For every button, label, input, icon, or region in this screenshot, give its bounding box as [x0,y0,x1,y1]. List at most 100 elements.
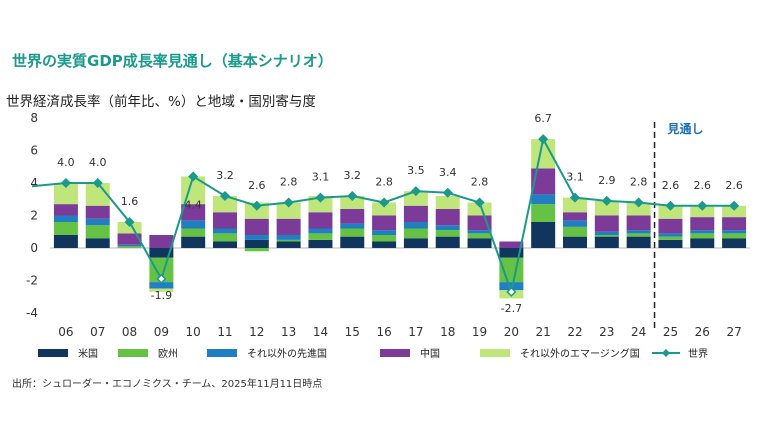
bar-segment [181,228,206,237]
bar-segment [276,239,301,242]
world-point [283,197,294,208]
x-tick-label: 10 [186,325,201,339]
bar-segment [435,209,460,226]
legend-swatch [118,349,148,357]
bar-segment [340,196,365,209]
bar-segment [435,230,460,237]
bar-segment [149,235,174,248]
x-tick-label: 08 [122,325,137,339]
bar-segment [181,204,206,221]
bar-segment [722,217,747,231]
x-tick-label: 21 [536,325,551,339]
world-point [665,200,676,211]
x-tick-label: 13 [281,325,296,339]
x-tick-label: 20 [504,325,519,339]
y-tick-label: -4 [26,306,38,320]
bar-segment [626,202,651,216]
x-tick-label: 15 [345,325,360,339]
x-tick-label: 09 [154,325,169,339]
x-tick-label: 16 [376,325,391,339]
chart-subtitle: 世界経済成長率（前年比、%）と地域・国別寄与度 [6,94,316,110]
bar-segment [149,282,174,289]
bar-segment [372,230,397,235]
bar-segment [340,209,365,224]
world-point [347,190,358,202]
x-tick-label: 23 [599,325,614,339]
world-point [92,177,103,189]
world-data-label: 2.6 [694,179,712,192]
bar-segment [403,228,428,239]
y-tick-label: 4 [30,176,38,190]
world-data-label: 2.8 [630,176,648,189]
bar-segment [117,246,142,248]
x-tick-label: 27 [726,325,741,339]
bar-segment [594,215,619,232]
bar-segment [499,282,524,291]
bar-segment [276,241,301,248]
bar-segment [213,228,237,234]
bar-segment [435,196,460,209]
bar-segment [435,236,460,248]
world-point [315,192,326,203]
y-tick-label: 2 [30,209,38,223]
bar-segment [531,194,556,205]
bar-segment [626,215,651,231]
bar-segment [690,238,715,248]
bar-segment [181,236,206,248]
world-point [156,273,167,284]
bar-segment [722,238,747,248]
world-data-label: 2.6 [662,179,680,192]
world-point [124,216,135,228]
bar-segment [53,183,78,205]
world-data-label: 2.6 [248,179,266,192]
bar-segment [403,191,428,206]
legend-label: 中国 [420,347,440,360]
bar-segment [213,233,237,242]
bar-segment [372,241,397,248]
world-point [442,187,453,198]
forecast-label: 見通し [667,121,704,136]
world-data-label: 3.5 [407,164,425,177]
bar-segment [467,238,492,248]
bar-segment [467,233,492,239]
x-tick-label: 18 [440,325,455,339]
bar-segment [244,248,269,252]
world-data-label: 3.4 [439,166,457,179]
bar-segment [372,235,397,242]
x-tick-label: 25 [663,325,678,339]
x-tick-label: 26 [695,325,710,339]
bar-segment [85,183,110,206]
bar-segment [594,200,619,216]
world-point [697,200,708,211]
bar-segment [531,204,556,222]
bar-segment [149,248,174,258]
bar-segment [563,220,587,227]
bar-segment [594,236,619,248]
bar-segment [658,233,683,237]
legend-label: それ以外のエマージング国 [520,347,640,360]
world-point [538,134,549,145]
x-tick-label: 12 [249,325,264,339]
bar-segment [563,226,587,237]
bar-segment [308,233,333,240]
bar-segment [531,222,556,248]
y-tick-label: -2 [26,274,38,288]
bar-segment [626,230,651,234]
bar-segment [690,217,715,231]
world-data-label: 4.0 [89,156,107,169]
bar-segment [117,233,142,245]
x-tick-label: 11 [217,325,232,339]
legend-swatch [38,349,68,357]
legend-label: 欧州 [158,348,178,360]
world-data-label: 2.8 [375,176,393,189]
chart-title: 世界の実質GDP成長率見通し（基本シナリオ） [12,52,333,70]
bar-segment [213,212,237,229]
bar-segment [658,205,683,219]
world-point [60,177,71,189]
bar-segment [372,215,397,231]
world-data-label: 2.9 [598,174,616,187]
world-data-label: 4.4 [184,199,202,212]
bar-segment [244,218,269,235]
bar-segment [658,236,683,240]
world-data-label: 4.0 [57,156,75,169]
